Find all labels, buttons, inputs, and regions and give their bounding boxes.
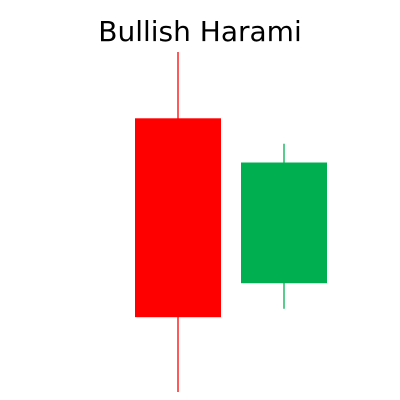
candle-1: [135, 52, 221, 392]
candle-2-body: [241, 162, 327, 284]
chart-title: Bullish Harami: [98, 15, 302, 48]
candle-2: [241, 143, 327, 309]
candle-1-body: [135, 118, 221, 318]
